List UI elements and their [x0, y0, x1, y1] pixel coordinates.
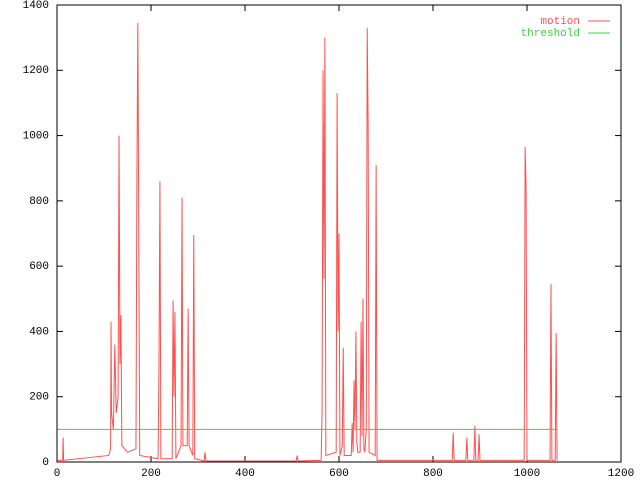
x-tick-label: 0	[54, 468, 61, 480]
y-tick-label: 800	[29, 196, 49, 208]
series-line	[57, 22, 558, 462]
x-tick-label: 600	[329, 468, 349, 480]
x-tick-label: 1000	[514, 468, 540, 480]
y-tick-label: 1400	[23, 0, 49, 12]
legend-label: motion	[540, 16, 580, 28]
x-tick-label: 200	[141, 468, 161, 480]
plot-border	[56, 4, 622, 463]
y-tick-label: 200	[29, 392, 49, 404]
y-tick-label: 1200	[23, 65, 49, 77]
y-tick-label: 1000	[23, 130, 49, 142]
x-tick-label: 1200	[608, 468, 634, 480]
x-tick-label: 800	[423, 468, 443, 480]
legend-label: threshold	[521, 28, 580, 40]
y-tick-label: 600	[29, 261, 49, 273]
x-tick-label: 400	[235, 468, 255, 480]
y-tick-label: 400	[29, 326, 49, 338]
y-tick-label: 0	[42, 457, 49, 469]
